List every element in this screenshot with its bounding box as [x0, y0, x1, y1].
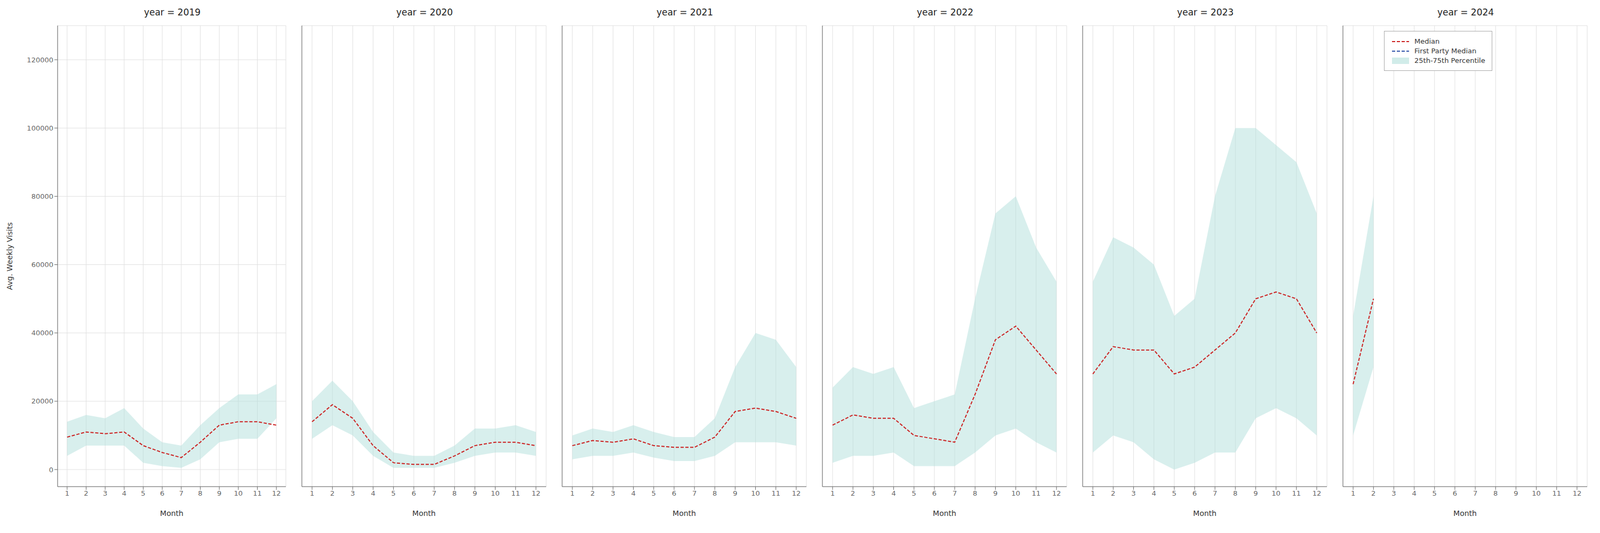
- svg-text:3: 3: [870, 489, 876, 498]
- svg-text:6: 6: [411, 489, 416, 498]
- svg-text:11: 11: [1552, 489, 1562, 498]
- svg-text:5: 5: [391, 489, 396, 498]
- svg-text:2: 2: [330, 489, 335, 498]
- svg-text:5: 5: [1432, 489, 1437, 498]
- svg-text:7: 7: [1212, 489, 1218, 498]
- svg-text:1: 1: [65, 489, 70, 498]
- svg-text:40000: 40000: [31, 329, 54, 338]
- svg-text:12: 12: [272, 489, 282, 498]
- svg-text:6: 6: [672, 489, 677, 498]
- svg-text:11: 11: [510, 489, 520, 498]
- svg-text:9: 9: [993, 489, 998, 498]
- svg-text:8: 8: [1233, 489, 1238, 498]
- svg-text:11: 11: [1031, 489, 1041, 498]
- svg-text:100000: 100000: [26, 124, 54, 133]
- svg-text:2: 2: [1371, 489, 1376, 498]
- svg-text:8: 8: [452, 489, 457, 498]
- svg-text:5: 5: [1172, 489, 1177, 498]
- svg-text:2: 2: [83, 489, 88, 498]
- svg-text:8: 8: [712, 489, 717, 498]
- svg-text:1: 1: [830, 489, 835, 498]
- svg-text:8: 8: [972, 489, 978, 498]
- html-text:year = 2024: year = 2024: [1437, 6, 1494, 18]
- html-text:year = 2019: year = 2019: [143, 6, 201, 18]
- svg-text:11: 11: [252, 489, 262, 498]
- svg-text:2: 2: [590, 489, 595, 498]
- svg-text:11: 11: [1291, 489, 1301, 498]
- svg-text:4: 4: [630, 489, 636, 498]
- svg-text:9: 9: [732, 489, 738, 498]
- svg-text:Month: Month: [672, 509, 696, 518]
- svg-text:6: 6: [1452, 489, 1458, 498]
- svg-text:10: 10: [1011, 489, 1021, 498]
- svg-text:10: 10: [234, 489, 244, 498]
- svg-text:120000: 120000: [26, 56, 54, 64]
- svg-text:Month: Month: [1453, 509, 1477, 518]
- svg-text:6: 6: [160, 489, 165, 498]
- svg-text:6: 6: [1192, 489, 1197, 498]
- svg-text:12: 12: [531, 489, 541, 498]
- html-text:year = 2023: year = 2023: [1177, 6, 1234, 18]
- svg-text:60000: 60000: [31, 260, 54, 269]
- svg-text:9: 9: [1253, 489, 1258, 498]
- svg-text:10: 10: [750, 489, 760, 498]
- svg-text:2: 2: [850, 489, 855, 498]
- svg-text:4: 4: [370, 489, 375, 498]
- svg-text:10: 10: [1271, 489, 1281, 498]
- svg-text:0: 0: [49, 466, 54, 475]
- svg-text:7: 7: [179, 489, 184, 498]
- svg-text:1: 1: [1350, 489, 1356, 498]
- html-text:year = 2021: year = 2021: [656, 6, 714, 18]
- svg-text:10: 10: [1531, 489, 1541, 498]
- svg-text:10: 10: [490, 489, 500, 498]
- svg-text:Month: Month: [160, 509, 184, 518]
- svg-text:3: 3: [1131, 489, 1136, 498]
- svg-text:12: 12: [1052, 489, 1062, 498]
- svg-text:1: 1: [570, 489, 575, 498]
- svg-text:8: 8: [197, 489, 203, 498]
- svg-text:1: 1: [309, 489, 315, 498]
- svg-text:12: 12: [1312, 489, 1322, 498]
- svg-text:Month: Month: [1193, 509, 1217, 518]
- svg-text:9: 9: [1513, 489, 1518, 498]
- svg-text:4: 4: [1411, 489, 1416, 498]
- svg-text:7: 7: [1473, 489, 1478, 498]
- svg-text:6: 6: [932, 489, 937, 498]
- html-text:First Party Median: First Party Median: [1414, 46, 1477, 55]
- svg-text:80000: 80000: [31, 192, 54, 201]
- html-text:25th-75th Percentile: 25th-75th Percentile: [1414, 56, 1486, 65]
- svg-text:5: 5: [912, 489, 917, 498]
- svg-text:3: 3: [610, 489, 615, 498]
- svg-text:9: 9: [472, 489, 477, 498]
- svg-text:11: 11: [771, 489, 781, 498]
- svg-text:8: 8: [1493, 489, 1498, 498]
- html-text:year = 2020: year = 2020: [396, 6, 453, 18]
- svg-text:5: 5: [140, 489, 146, 498]
- svg-text:4: 4: [1151, 489, 1156, 498]
- svg-text:Month: Month: [412, 509, 436, 518]
- svg-text:3: 3: [350, 489, 355, 498]
- svg-text:3: 3: [102, 489, 108, 498]
- svg-text:2: 2: [1110, 489, 1116, 498]
- svg-text:4: 4: [122, 489, 127, 498]
- svg-text:5: 5: [651, 489, 656, 498]
- svg-text:3: 3: [1391, 489, 1396, 498]
- svg-text:20000: 20000: [31, 397, 54, 406]
- svg-text:4: 4: [891, 489, 896, 498]
- html-text:Median: Median: [1414, 37, 1440, 46]
- svg-text:9: 9: [217, 489, 222, 498]
- html-text:year = 2022: year = 2022: [916, 6, 974, 18]
- svg-text:Avg. Weekly Visits: Avg. Weekly Visits: [5, 222, 14, 291]
- svg-text:7: 7: [952, 489, 957, 498]
- svg-text:Month: Month: [932, 509, 957, 518]
- svg-text:12: 12: [792, 489, 802, 498]
- svg-text:7: 7: [432, 489, 437, 498]
- svg-text:12: 12: [1572, 489, 1582, 498]
- svg-text:7: 7: [692, 489, 697, 498]
- svg-text:1: 1: [1090, 489, 1095, 498]
